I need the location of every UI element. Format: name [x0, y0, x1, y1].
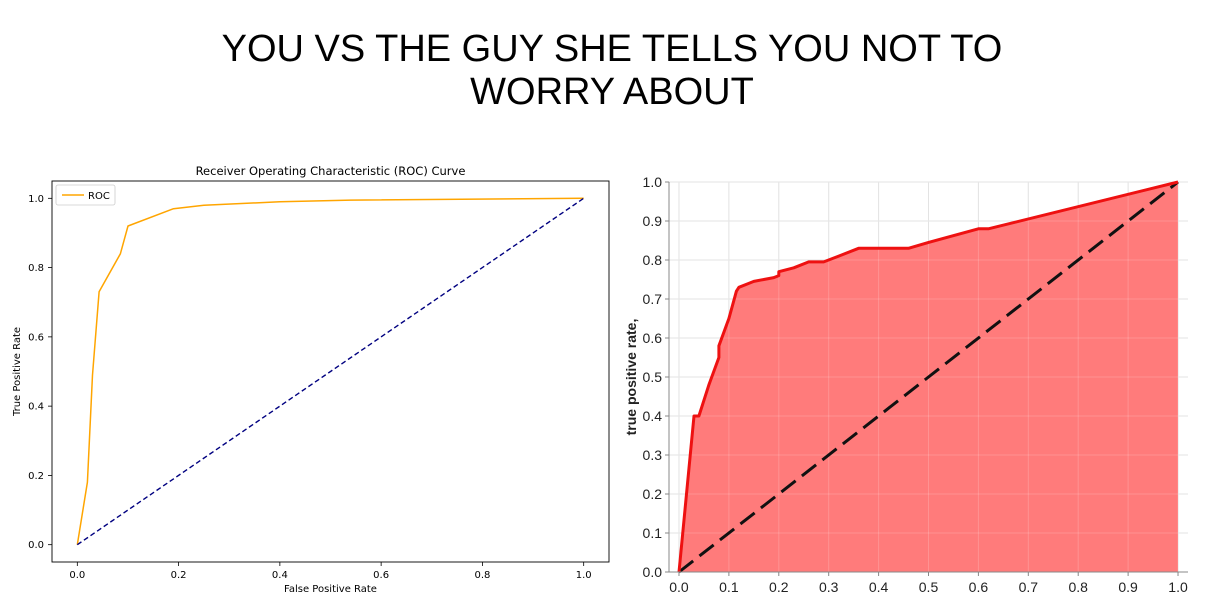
left-x-tick-label: 0.6 [373, 570, 389, 581]
right-y-tick-label: 0.5 [643, 369, 663, 385]
right-x-tick-label: 0.3 [819, 579, 839, 595]
left-y-tick-label: 1.0 [28, 194, 44, 205]
left-x-tick-label: 0.4 [272, 570, 288, 581]
right-chance-diagonal-line [678, 180, 1179, 574]
right-x-tick-label: 0.0 [669, 579, 689, 595]
left-x-axis-label: False Positive Rate [284, 584, 377, 595]
right-x-tick-label: 0.4 [869, 579, 889, 595]
left-axes-frame [51, 180, 610, 563]
right-x-tick-label: 1.0 [1168, 579, 1188, 595]
right-x-tick-label: 0.7 [1019, 579, 1039, 595]
left-y-tick-label: 0.6 [28, 332, 44, 343]
meme-caption-line-1: YOU VS THE GUY SHE TELLS YOU NOT TO [221, 28, 1003, 70]
right-y-tick-label: 0.4 [643, 408, 663, 424]
left-x-tick-label: 0.2 [171, 570, 187, 581]
right-roc-series-line [677, 180, 1179, 573]
left-legend-label: ROC [88, 191, 110, 202]
right-y-tick-label: 1.0 [643, 174, 663, 190]
left-y-tick-label: 0.2 [28, 471, 44, 482]
right-y-axis-label: true positive rate, [623, 319, 639, 436]
left-x-tick-label: 1.0 [576, 570, 592, 581]
right-y-tick-label: 0.7 [643, 291, 663, 307]
left-roc-series-line [76, 197, 584, 545]
right-y-tick-label: 0.8 [643, 252, 663, 268]
left-x-tick-label: 0.8 [474, 570, 490, 581]
left-chart-title: Receiver Operating Characteristic (ROC) … [196, 164, 466, 178]
right-y-tick-label: 0.2 [643, 486, 663, 502]
left-y-tick-label: 0.4 [28, 402, 44, 413]
left-chance-diagonal-line [76, 197, 585, 546]
right-x-tick-label: 0.1 [719, 579, 739, 595]
left-y-tick-label: 0.0 [28, 540, 44, 551]
meme-caption: YOU VS THE GUY SHE TELLS YOU NOT TO WORR… [0, 28, 1224, 114]
left-legend-box [55, 184, 116, 206]
right-y-tick-label: 0.6 [643, 330, 663, 346]
right-y-tick-label: 0.1 [643, 525, 663, 541]
right-x-tick-label: 0.9 [1118, 579, 1138, 595]
right-y-tick-label: 0.0 [643, 564, 663, 580]
right-y-tick-label: 0.3 [643, 447, 663, 463]
left-y-tick-label: 0.8 [28, 263, 44, 274]
right-x-tick-label: 0.5 [919, 579, 939, 595]
right-x-tick-label: 0.8 [1068, 579, 1088, 595]
right-y-tick-label: 0.9 [643, 213, 663, 229]
right-x-tick-label: 0.2 [769, 579, 789, 595]
right-x-tick-label: 0.6 [969, 579, 989, 595]
meme-caption-line-2: WORRY ABOUT [470, 71, 754, 113]
left-y-axis-label: True Positive Rate [12, 327, 23, 417]
left-x-tick-label: 0.0 [69, 570, 85, 581]
